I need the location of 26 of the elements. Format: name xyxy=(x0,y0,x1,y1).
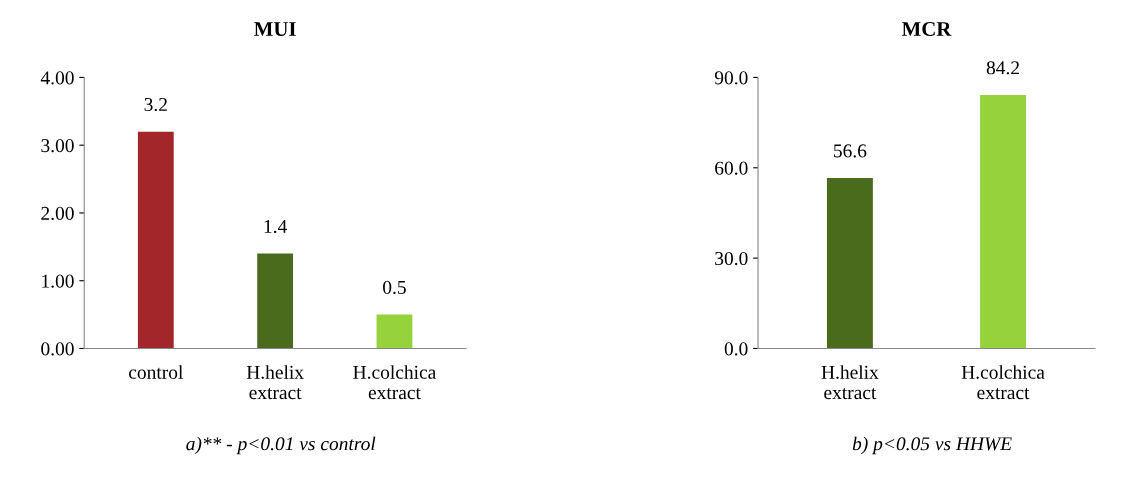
bar xyxy=(257,253,294,349)
chart-title: MCR xyxy=(901,21,952,36)
y-tick-label: 90.0 xyxy=(714,71,748,85)
y-tick-label: 3.00 xyxy=(41,139,74,153)
text: b) p<0.05 vs HHWE xyxy=(852,436,1012,455)
data-label: 0.5 xyxy=(383,280,406,295)
x-tick-label: H.helix extract xyxy=(821,365,879,400)
text: a)** - p<0.01 vs control xyxy=(186,436,376,455)
y-tick-label: 0.00 xyxy=(41,342,74,356)
y-tick-label: 0.0 xyxy=(724,342,748,356)
y-tick-label: 2.00 xyxy=(41,206,74,220)
y-tick-label: 60.0 xyxy=(715,161,748,175)
chart-title: MUI xyxy=(254,22,296,36)
x-tick-label: H.colchica extract xyxy=(961,365,1045,400)
data-label: 3.2 xyxy=(144,97,167,112)
y-tick-label: 1.00 xyxy=(42,274,74,288)
x-tick-label: control xyxy=(129,365,183,379)
data-label: 1.4 xyxy=(264,219,287,234)
x-tick-label: H.colchica extract xyxy=(353,365,437,400)
bar xyxy=(376,314,413,349)
x-tick-label: H.helix extract xyxy=(246,365,304,400)
data-label: 84.2 xyxy=(986,61,1019,75)
y-tick-label: 30.0 xyxy=(715,251,748,266)
bar xyxy=(137,131,174,349)
data-label: 56.6 xyxy=(834,144,867,158)
y-tick-label: 4.00 xyxy=(40,71,74,85)
